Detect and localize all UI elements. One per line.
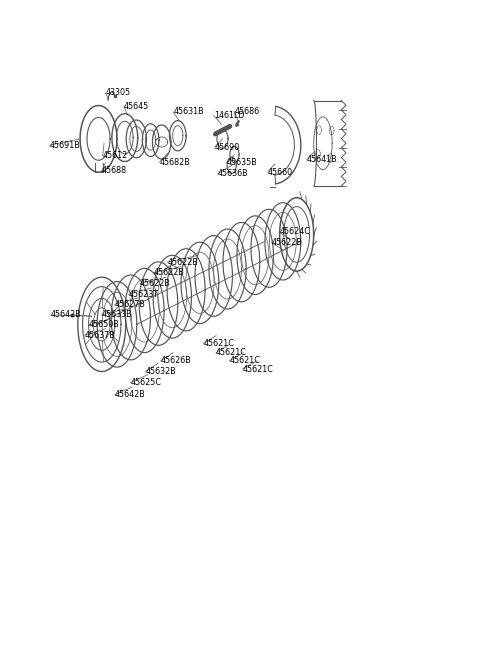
Text: 45621C: 45621C: [216, 348, 247, 357]
Text: 45650B: 45650B: [89, 320, 120, 329]
Text: 45612: 45612: [103, 151, 128, 160]
Text: 45625C: 45625C: [131, 379, 161, 387]
Text: 45626B: 45626B: [161, 356, 192, 365]
Text: 45632B: 45632B: [145, 367, 176, 376]
Text: 45691B: 45691B: [50, 141, 81, 149]
Text: 45660: 45660: [268, 168, 293, 177]
Text: 45642B: 45642B: [51, 310, 82, 320]
Text: 45690: 45690: [215, 143, 240, 151]
Text: 45621C: 45621C: [229, 356, 260, 365]
Text: 45635B: 45635B: [226, 159, 257, 167]
Text: 45645: 45645: [124, 102, 149, 111]
Text: 45636B: 45636B: [218, 169, 249, 178]
Text: 45622B: 45622B: [140, 279, 171, 288]
Text: 45637B: 45637B: [84, 331, 116, 339]
Text: 45641B: 45641B: [307, 155, 337, 164]
Text: 45621C: 45621C: [242, 364, 273, 373]
Text: 45622B: 45622B: [271, 238, 302, 247]
Text: 1461LD: 1461LD: [214, 111, 244, 120]
Text: 45642B: 45642B: [115, 390, 145, 400]
Text: 45622B: 45622B: [154, 269, 184, 277]
Text: 45688: 45688: [102, 166, 127, 175]
Text: 45631B: 45631B: [173, 107, 204, 117]
Text: 45686: 45686: [234, 107, 260, 117]
Text: 45624C: 45624C: [279, 227, 310, 236]
Text: 45622B: 45622B: [167, 257, 198, 267]
Text: 45682B: 45682B: [159, 158, 190, 166]
Text: 45623T: 45623T: [129, 290, 158, 299]
Text: 45627B: 45627B: [115, 300, 145, 309]
Text: 45633B: 45633B: [102, 310, 132, 320]
Text: 45621C: 45621C: [203, 339, 234, 348]
Text: 43305: 43305: [106, 88, 131, 98]
